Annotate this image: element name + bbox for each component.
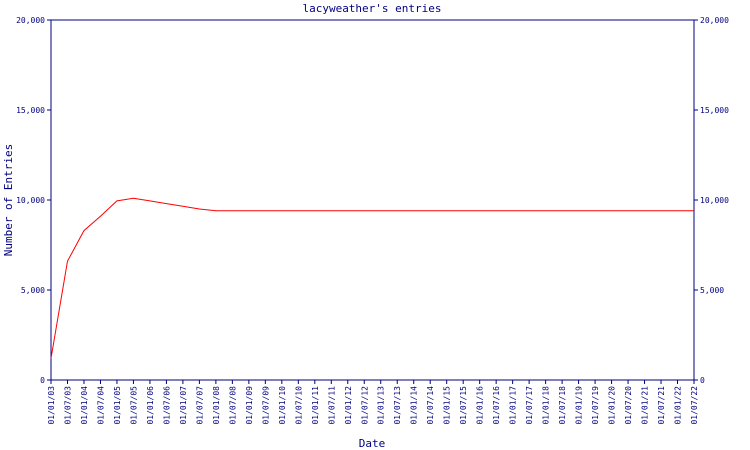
x-tick-label: 01/07/16 [492, 386, 501, 425]
y-tick-label: 5,000 [21, 286, 45, 295]
x-tick-label: 01/07/04 [96, 386, 105, 425]
y-tick-label: 0 [40, 376, 45, 385]
x-tick-label: 01/07/21 [657, 386, 666, 425]
x-tick-label: 01/01/06 [146, 386, 155, 425]
y2-tick-label: 0 [700, 376, 705, 385]
chart-title: lacyweather's entries [302, 2, 441, 15]
x-tick-label: 01/01/13 [377, 386, 386, 425]
x-tick-label: 01/01/18 [542, 386, 551, 425]
x-tick-label: 01/01/17 [509, 386, 518, 425]
y2-tick-label: 5,000 [700, 286, 724, 295]
x-tick-label: 01/07/11 [327, 386, 336, 425]
x-tick-label: 01/01/04 [80, 386, 89, 425]
y-tick-label: 10,000 [16, 196, 45, 205]
data-line [50, 197, 694, 359]
x-tick-label: 01/01/19 [575, 386, 584, 425]
y-axis-label: Number of Entries [2, 144, 15, 257]
x-tick-label: 01/07/08 [228, 386, 237, 425]
x-tick-label: 01/01/12 [344, 386, 353, 425]
x-tick-label: 01/01/03 [47, 386, 56, 425]
x-tick-label: 01/01/07 [179, 386, 188, 425]
x-tick-label: 01/01/10 [278, 386, 287, 425]
x-tick-label: 01/07/20 [624, 386, 633, 425]
x-tick-label: 01/07/22 [690, 386, 699, 425]
y2-tick-label: 10,000 [700, 196, 729, 205]
x-tick-label: 01/07/10 [294, 386, 303, 425]
x-tick-label: 01/07/07 [195, 386, 204, 425]
x-tick-label: 01/01/09 [245, 386, 254, 425]
x-tick-label: 01/07/19 [591, 386, 600, 425]
x-tick-label: 01/07/03 [63, 386, 72, 425]
x-tick-label: 01/01/14 [410, 386, 419, 425]
x-tick-label: 01/07/09 [261, 386, 270, 425]
x-tick-label: 01/07/06 [162, 386, 171, 425]
x-tick-label: 01/01/15 [443, 386, 452, 425]
y2-tick-label: 15,000 [700, 106, 729, 115]
y-tick-label: 15,000 [16, 106, 45, 115]
x-tick-label: 01/01/21 [641, 386, 650, 425]
x-tick-label: 01/07/18 [558, 386, 567, 425]
x-tick-label: 01/07/14 [426, 386, 435, 425]
x-tick-label: 01/01/22 [674, 386, 683, 425]
x-tick-label: 01/01/11 [311, 386, 320, 425]
x-tick-label: 01/07/17 [525, 386, 534, 425]
x-tick-label: 01/01/08 [212, 386, 221, 425]
x-tick-label: 01/01/20 [608, 386, 617, 425]
x-tick-label: 01/07/13 [393, 386, 402, 425]
x-tick-label: 01/07/15 [459, 386, 468, 425]
y2-tick-label: 20,000 [700, 16, 729, 25]
y-tick-label: 20,000 [16, 16, 45, 25]
x-tick-label: 01/01/05 [113, 386, 122, 425]
x-axis-label: Date [359, 437, 386, 450]
x-tick-label: 01/07/05 [129, 386, 138, 425]
x-tick-label: 01/07/12 [360, 386, 369, 425]
x-tick-label: 01/01/16 [476, 386, 485, 425]
